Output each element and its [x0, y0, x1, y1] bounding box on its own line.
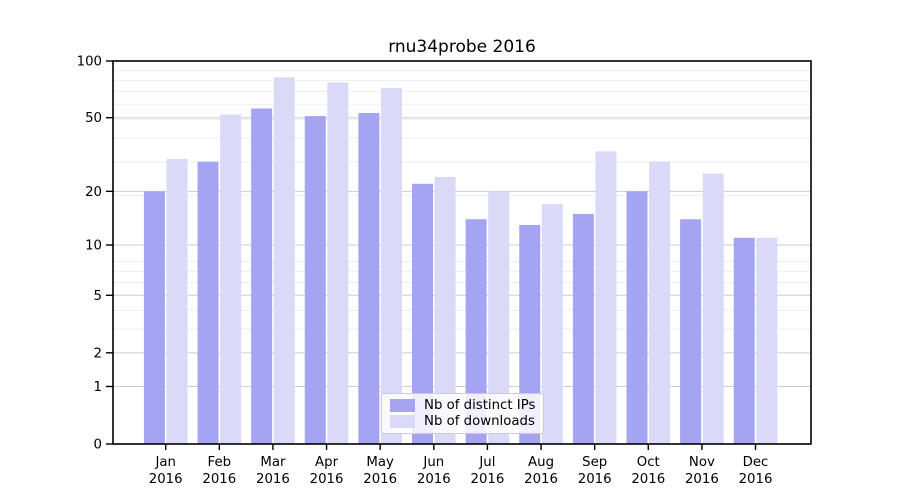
chart-title: rnu34probe 2016 — [388, 37, 536, 57]
x-tick-label-mar: Mar — [260, 455, 286, 470]
x-tick-label-may: May — [366, 455, 394, 470]
legend-label-distinct-ips: Nb of distinct IPs — [424, 398, 536, 414]
y-tick-label-100: 100 — [77, 55, 102, 70]
bar-ips-jan — [143, 191, 165, 444]
legend-swatch-distinct-ips — [390, 399, 415, 413]
x-tick-label-sep: Sep — [582, 455, 607, 470]
legend: Nb of distinct IPs Nb of downloads — [381, 393, 544, 434]
x-tick-year-apr: 2016 — [310, 472, 344, 487]
bar-downloads-oct — [649, 161, 671, 444]
x-tick-label-jan: Jan — [154, 455, 176, 470]
bar-downloads-may — [380, 87, 402, 445]
x-tick-year-nov: 2016 — [685, 472, 719, 487]
bar-ips-jul — [465, 219, 487, 444]
bar-downloads-nov — [702, 173, 724, 444]
x-tick-label-jul: Jul — [478, 455, 495, 470]
bar-downloads-aug — [541, 204, 563, 444]
x-tick-year-may: 2016 — [363, 472, 397, 487]
legend-row-downloads: Nb of downloads — [390, 414, 535, 430]
legend-row-distinct-ips: Nb of distinct IPs — [390, 398, 535, 414]
bar-ips-feb — [197, 161, 219, 444]
bar-ips-nov — [680, 219, 702, 444]
x-tick-year-oct: 2016 — [631, 472, 665, 487]
x-tick-year-sep: 2016 — [578, 472, 612, 487]
y-tick-label-5: 5 — [94, 289, 102, 304]
bar-downloads-feb — [220, 114, 242, 444]
x-tick-year-feb: 2016 — [202, 472, 236, 487]
y-tick-label-10: 10 — [85, 239, 102, 254]
legend-label-downloads: Nb of downloads — [424, 413, 535, 429]
x-tick-label-dec: Dec — [743, 455, 769, 470]
x-tick-year-aug: 2016 — [524, 472, 558, 487]
x-tick-year-jan: 2016 — [149, 472, 183, 487]
x-tick-label-feb: Feb — [208, 455, 232, 470]
y-tick-label-2: 2 — [94, 346, 102, 361]
bar-ips-dec — [733, 237, 755, 444]
bar-ips-mar — [251, 108, 273, 445]
x-tick-label-oct: Oct — [637, 455, 660, 470]
bar-downloads-sep — [595, 151, 617, 444]
y-tick-label-0: 0 — [94, 438, 102, 453]
y-tick-label-1: 1 — [94, 380, 102, 395]
bar-downloads-mar — [273, 77, 295, 445]
bar-downloads-jun — [434, 176, 456, 444]
bar-ips-sep — [572, 213, 594, 444]
bar-downloads-jan — [166, 159, 188, 444]
bar-ips-may — [358, 112, 380, 445]
x-tick-year-mar: 2016 — [256, 472, 290, 487]
legend-swatch-downloads — [390, 414, 415, 428]
x-tick-label-aug: Aug — [528, 455, 554, 470]
y-tick-label-20: 20 — [85, 185, 102, 200]
bar-downloads-jul — [488, 191, 510, 444]
bar-ips-aug — [519, 224, 541, 444]
bar-downloads-dec — [756, 237, 778, 444]
plot-frame — [112, 60, 812, 445]
bar-ips-oct — [626, 191, 648, 444]
y-tick-label-50: 50 — [85, 111, 102, 126]
bar-downloads-apr — [327, 82, 349, 444]
x-tick-year-jun: 2016 — [417, 472, 451, 487]
x-tick-label-apr: Apr — [315, 455, 339, 470]
bar-ips-jun — [412, 183, 433, 444]
x-tick-label-jun: Jun — [422, 455, 444, 470]
x-tick-label-nov: Nov — [689, 455, 715, 470]
x-tick-year-jul: 2016 — [470, 472, 504, 487]
bar-ips-apr — [304, 116, 326, 444]
x-tick-year-dec: 2016 — [739, 472, 773, 487]
